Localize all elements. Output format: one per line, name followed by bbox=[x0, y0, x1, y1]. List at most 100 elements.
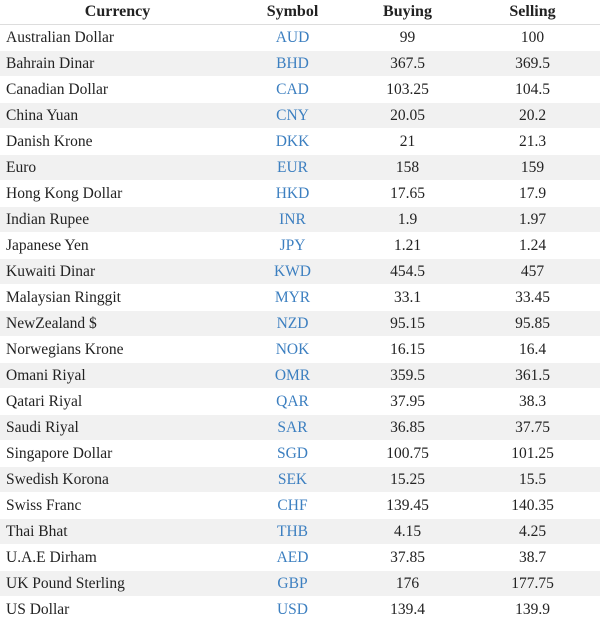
table-row: Swiss Franc CHF 139.45 140.35 bbox=[0, 492, 600, 519]
currency-name: Canadian Dollar bbox=[0, 76, 235, 103]
buying-rate: 15.25 bbox=[350, 466, 465, 493]
buying-rate: 158 bbox=[350, 154, 465, 181]
currency-symbol: SAR bbox=[235, 414, 350, 441]
currency-symbol: JPY bbox=[235, 232, 350, 259]
table-row: Malaysian Ringgit MYR 33.1 33.45 bbox=[0, 284, 600, 311]
selling-rate: 139.9 bbox=[465, 596, 600, 623]
buying-rate: 367.5 bbox=[350, 50, 465, 77]
currency-symbol: USD bbox=[235, 596, 350, 623]
currency-name: NewZealand $ bbox=[0, 310, 235, 337]
selling-rate: 159 bbox=[465, 154, 600, 181]
currency-symbol: GBP bbox=[235, 570, 350, 597]
buying-rate: 37.95 bbox=[350, 388, 465, 415]
selling-rate: 140.35 bbox=[465, 492, 600, 519]
currency-name: China Yuan bbox=[0, 102, 235, 129]
currency-name: Danish Krone bbox=[0, 128, 235, 155]
header-row: Currency Symbol Buying Selling bbox=[0, 0, 600, 25]
selling-rate: 4.25 bbox=[465, 518, 600, 545]
selling-rate: 100 bbox=[465, 24, 600, 51]
currency-name: Swedish Korona bbox=[0, 466, 235, 493]
currency-name: Bahrain Dinar bbox=[0, 50, 235, 77]
buying-rate: 454.5 bbox=[350, 258, 465, 285]
currency-name: Saudi Riyal bbox=[0, 414, 235, 441]
currency-symbol: SEK bbox=[235, 466, 350, 493]
buying-rate: 176 bbox=[350, 570, 465, 597]
currency-symbol: OMR bbox=[235, 362, 350, 389]
buying-rate: 36.85 bbox=[350, 414, 465, 441]
currency-name: Indian Rupee bbox=[0, 206, 235, 233]
currency-symbol: MYR bbox=[235, 284, 350, 311]
currency-symbol: THB bbox=[235, 518, 350, 545]
buying-rate: 21 bbox=[350, 128, 465, 155]
table-row: Canadian Dollar CAD 103.25 104.5 bbox=[0, 76, 600, 103]
currency-table: Currency Symbol Buying Selling Australian D… bbox=[0, 0, 600, 623]
selling-rate: 361.5 bbox=[465, 362, 600, 389]
currency-symbol: HKD bbox=[235, 180, 350, 207]
currency-name: Thai Bhat bbox=[0, 518, 235, 545]
currency-symbol: AED bbox=[235, 544, 350, 571]
currency-symbol: BHD bbox=[235, 50, 350, 77]
selling-rate: 95.85 bbox=[465, 310, 600, 337]
buying-rate: 103.25 bbox=[350, 76, 465, 103]
table-row: Singapore Dollar SGD 100.75 101.25 bbox=[0, 440, 600, 467]
table-row: Norwegians Krone NOK 16.15 16.4 bbox=[0, 336, 600, 363]
currency-symbol: KWD bbox=[235, 258, 350, 285]
selling-rate: 16.4 bbox=[465, 336, 600, 363]
currency-name: Singapore Dollar bbox=[0, 440, 235, 467]
selling-rate: 33.45 bbox=[465, 284, 600, 311]
buying-rate: 100.75 bbox=[350, 440, 465, 467]
currency-name: Norwegians Krone bbox=[0, 336, 235, 363]
currency-name: UK Pound Sterling bbox=[0, 570, 235, 597]
column-header: Buying bbox=[350, 0, 465, 25]
buying-rate: 4.15 bbox=[350, 518, 465, 545]
currency-name: Kuwaiti Dinar bbox=[0, 258, 235, 285]
currency-symbol: CHF bbox=[235, 492, 350, 519]
currency-symbol: QAR bbox=[235, 388, 350, 415]
buying-rate: 139.4 bbox=[350, 596, 465, 623]
currency-name: Qatari Riyal bbox=[0, 388, 235, 415]
currency-name: Swiss Franc bbox=[0, 492, 235, 519]
column-header: Selling bbox=[465, 0, 600, 25]
currency-symbol: SGD bbox=[235, 440, 350, 467]
column-header: Symbol bbox=[235, 0, 350, 25]
currency-name: Japanese Yen bbox=[0, 232, 235, 259]
table-row: US Dollar USD 139.4 139.9 bbox=[0, 596, 600, 623]
selling-rate: 38.7 bbox=[465, 544, 600, 571]
selling-rate: 15.5 bbox=[465, 466, 600, 493]
buying-rate: 1.9 bbox=[350, 206, 465, 233]
table-row: Japanese Yen JPY 1.21 1.24 bbox=[0, 232, 600, 259]
selling-rate: 1.24 bbox=[465, 232, 600, 259]
table-body: Australian Dollar AUD 99 100 Bahrain Dinar BH… bbox=[0, 24, 600, 623]
buying-rate: 95.15 bbox=[350, 310, 465, 337]
table-row: Bahrain Dinar BHD 367.5 369.5 bbox=[0, 50, 600, 77]
buying-rate: 1.21 bbox=[350, 232, 465, 259]
table-row: U.A.E Dirham AED 37.85 38.7 bbox=[0, 544, 600, 571]
selling-rate: 21.3 bbox=[465, 128, 600, 155]
currency-symbol: EUR bbox=[235, 154, 350, 181]
buying-rate: 16.15 bbox=[350, 336, 465, 363]
currency-name: Omani Riyal bbox=[0, 362, 235, 389]
selling-rate: 369.5 bbox=[465, 50, 600, 77]
table-row: Kuwaiti Dinar KWD 454.5 457 bbox=[0, 258, 600, 285]
table-row: Omani Riyal OMR 359.5 361.5 bbox=[0, 362, 600, 389]
currency-symbol: AUD bbox=[235, 24, 350, 51]
currency-name: US Dollar bbox=[0, 596, 235, 623]
table-row: Qatari Riyal QAR 37.95 38.3 bbox=[0, 388, 600, 415]
currency-symbol: CNY bbox=[235, 102, 350, 129]
table-row: Danish Krone DKK 21 21.3 bbox=[0, 128, 600, 155]
column-header: Currency bbox=[0, 0, 235, 25]
buying-rate: 17.65 bbox=[350, 180, 465, 207]
selling-rate: 104.5 bbox=[465, 76, 600, 103]
currency-symbol: INR bbox=[235, 206, 350, 233]
table-row: China Yuan CNY 20.05 20.2 bbox=[0, 102, 600, 129]
currency-name: Australian Dollar bbox=[0, 24, 235, 51]
table-row: Euro EUR 158 159 bbox=[0, 154, 600, 181]
selling-rate: 17.9 bbox=[465, 180, 600, 207]
selling-rate: 20.2 bbox=[465, 102, 600, 129]
currency-symbol: DKK bbox=[235, 128, 350, 155]
currency-name: Euro bbox=[0, 154, 235, 181]
table-row: Saudi Riyal SAR 36.85 37.75 bbox=[0, 414, 600, 441]
buying-rate: 99 bbox=[350, 24, 465, 51]
selling-rate: 457 bbox=[465, 258, 600, 285]
